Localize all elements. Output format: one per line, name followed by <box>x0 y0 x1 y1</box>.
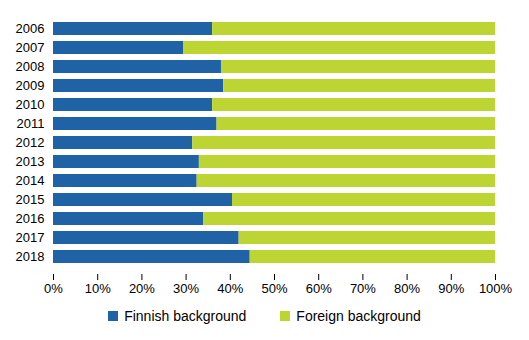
svg-text:2012: 2012 <box>16 135 45 150</box>
svg-text:2011: 2011 <box>17 116 45 131</box>
svg-text:10%: 10% <box>85 281 111 296</box>
svg-text:100%: 100% <box>479 281 513 296</box>
svg-text:30%: 30% <box>173 281 199 296</box>
svg-text:70%: 70% <box>350 281 376 296</box>
svg-text:2008: 2008 <box>16 59 45 74</box>
html-text:Foreign background: Foreign background <box>296 308 421 324</box>
svg-text:40%: 40% <box>217 281 243 296</box>
svg-text:0%: 0% <box>44 281 63 296</box>
svg-text:2009: 2009 <box>16 78 45 93</box>
svg-text:90%: 90% <box>438 281 464 296</box>
svg-text:60%: 60% <box>306 281 332 296</box>
svg-text:80%: 80% <box>394 281 420 296</box>
html-text:Finnish background: Finnish background <box>124 308 247 324</box>
svg-text:2018: 2018 <box>16 249 45 264</box>
svg-text:2013: 2013 <box>16 154 45 169</box>
svg-text:2016: 2016 <box>16 211 45 226</box>
svg-text:20%: 20% <box>129 281 155 296</box>
svg-text:2014: 2014 <box>16 173 45 188</box>
svg-text:2017: 2017 <box>16 230 45 245</box>
svg-text:50%: 50% <box>261 281 287 296</box>
svg-text:2010: 2010 <box>16 97 45 112</box>
svg-text:2007: 2007 <box>16 40 45 55</box>
svg-text:2006: 2006 <box>16 21 45 36</box>
svg-text:2015: 2015 <box>16 192 45 207</box>
